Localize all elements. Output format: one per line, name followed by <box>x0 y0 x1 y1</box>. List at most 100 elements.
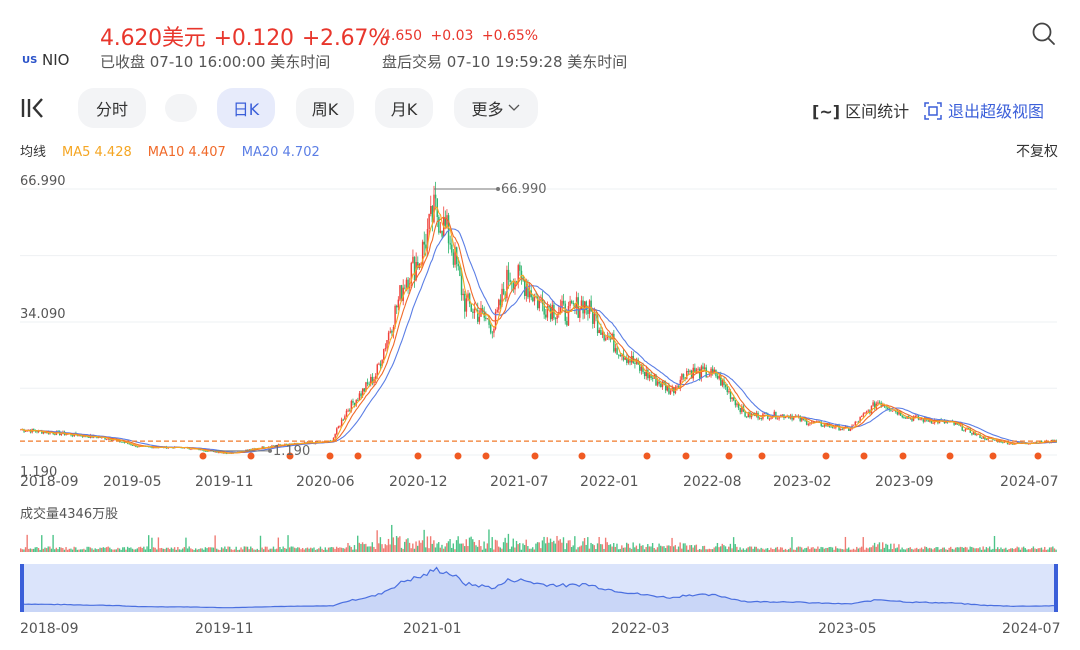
volume-bar <box>467 546 469 552</box>
volume-bar <box>382 548 385 552</box>
candle-body <box>655 374 657 386</box>
volume-bar <box>117 547 119 552</box>
candle-body <box>784 417 787 419</box>
candle-body <box>854 421 857 425</box>
candle-body <box>861 415 863 417</box>
volume-bar <box>352 549 354 552</box>
candle-body <box>720 375 722 386</box>
candle-body <box>752 413 754 415</box>
volume-bar <box>237 549 239 552</box>
volume-bar <box>891 549 894 552</box>
volume-bar <box>271 548 273 552</box>
adjust-toggle[interactable]: 不复权 <box>1016 144 1058 160</box>
volume-bar <box>990 549 992 552</box>
candle-body <box>663 381 665 384</box>
volume-bar <box>421 540 424 552</box>
volume-bar <box>49 546 51 552</box>
volume-bar <box>796 547 798 552</box>
volume-bar <box>322 549 325 552</box>
candle-body <box>546 306 549 318</box>
candle-body <box>570 300 573 304</box>
volume-bar <box>608 544 610 552</box>
volume-bar <box>206 548 208 552</box>
volume-bar <box>519 543 521 552</box>
volume-bar <box>449 539 451 552</box>
tab-daily-k[interactable]: 日K <box>217 88 275 128</box>
candle-body <box>807 424 810 426</box>
candle-body <box>864 412 866 414</box>
event-dot <box>946 452 954 460</box>
volume-bar <box>632 542 634 552</box>
volume-bar <box>728 546 730 552</box>
navigator-x-tick-label: 2019-11 <box>195 621 254 637</box>
candle-body <box>781 414 784 416</box>
volume-bar <box>235 546 237 552</box>
volume-bar <box>365 543 367 552</box>
volume-bar <box>358 542 361 552</box>
volume-chart[interactable] <box>0 522 1080 554</box>
candle-body <box>415 261 417 281</box>
range-stat-button[interactable]: [~] 区间统计 <box>812 98 909 122</box>
volume-bar <box>293 547 296 552</box>
candle-body <box>527 286 529 298</box>
tab-placeholder[interactable] <box>165 94 197 122</box>
candle-body <box>523 280 526 296</box>
search-button[interactable] <box>1030 20 1058 48</box>
volume-bar <box>485 548 487 552</box>
candle-body <box>36 431 38 433</box>
volume-bar <box>522 543 524 552</box>
tab-more[interactable]: 更多 <box>454 88 538 128</box>
kline-icon[interactable] <box>20 96 48 120</box>
volume-bar <box>156 549 158 552</box>
volume-bar <box>157 537 160 552</box>
volume-bar <box>794 549 796 552</box>
volume-bar <box>355 549 357 552</box>
volume-bar <box>765 548 767 552</box>
volume-bar <box>462 543 464 552</box>
range-navigator[interactable] <box>0 560 1080 616</box>
volume-bar <box>642 545 644 552</box>
ma10-line <box>20 216 1057 454</box>
volume-bar <box>967 549 970 552</box>
candle-body <box>689 370 691 372</box>
volume-bar <box>616 543 618 552</box>
candle-body <box>776 418 779 420</box>
volume-bar <box>433 540 435 552</box>
exit-super-view-button[interactable]: 退出超级视图 <box>924 98 1044 122</box>
tab-fenshi[interactable]: 分时 <box>78 88 146 128</box>
event-dot <box>899 452 907 460</box>
after-hours-status: 盘后交易 07-10 19:59:28 美东时间 <box>382 53 628 71</box>
volume-bar <box>904 549 907 552</box>
candle-body <box>444 217 447 226</box>
candle-body <box>381 359 383 367</box>
candle-body <box>426 228 429 249</box>
volume-bar <box>713 547 715 552</box>
volume-bar <box>384 544 386 552</box>
volume-bar <box>528 548 531 552</box>
tab-weekly-k[interactable]: 周K <box>296 88 354 128</box>
candle-body <box>352 400 354 403</box>
candle-body <box>687 370 690 372</box>
candle-body <box>384 348 387 350</box>
candle-body <box>363 388 366 392</box>
candle-body <box>400 285 403 302</box>
volume-bar <box>778 549 780 552</box>
volume-bar <box>45 548 48 552</box>
volume-bar <box>792 549 795 552</box>
candle-body <box>515 281 518 283</box>
volume-bar <box>318 548 320 552</box>
tab-monthly-k[interactable]: 月K <box>375 88 433 128</box>
volume-bar <box>648 546 651 552</box>
volume-bar <box>948 547 950 552</box>
volume-bar <box>96 549 98 552</box>
volume-bar <box>600 544 602 552</box>
candle-body <box>470 303 472 312</box>
candle-body <box>872 402 874 406</box>
volume-bar <box>245 546 247 552</box>
volume-bar <box>710 549 712 552</box>
volume-bar <box>668 545 670 552</box>
candle-body <box>486 318 489 320</box>
volume-bar <box>175 549 177 552</box>
candle-body <box>459 266 461 276</box>
